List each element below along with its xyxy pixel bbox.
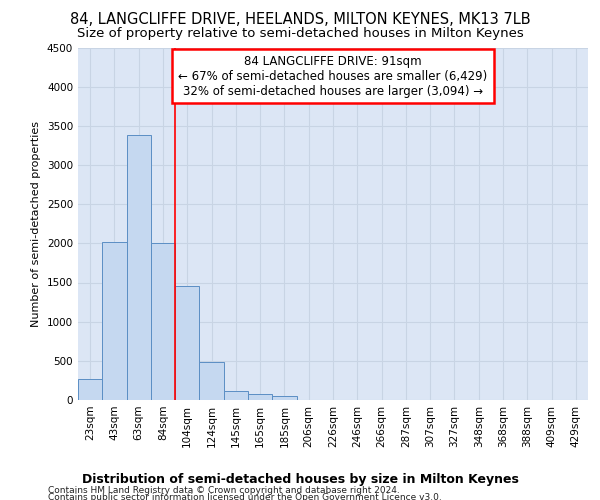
Bar xyxy=(78,379,102,400)
Text: Size of property relative to semi-detached houses in Milton Keynes: Size of property relative to semi-detach… xyxy=(77,28,523,40)
Bar xyxy=(102,242,127,400)
Bar xyxy=(127,135,151,400)
Text: Contains HM Land Registry data © Crown copyright and database right 2024.: Contains HM Land Registry data © Crown c… xyxy=(48,486,400,495)
Bar xyxy=(272,396,296,400)
Y-axis label: Number of semi-detached properties: Number of semi-detached properties xyxy=(31,120,41,327)
Bar xyxy=(151,242,175,400)
Text: 84, LANGCLIFFE DRIVE, HEELANDS, MILTON KEYNES, MK13 7LB: 84, LANGCLIFFE DRIVE, HEELANDS, MILTON K… xyxy=(70,12,530,28)
Text: 84 LANGCLIFFE DRIVE: 91sqm
← 67% of semi-detached houses are smaller (6,429)
32%: 84 LANGCLIFFE DRIVE: 91sqm ← 67% of semi… xyxy=(178,54,488,98)
Bar xyxy=(199,362,224,400)
Bar xyxy=(175,286,199,400)
Bar xyxy=(224,392,248,400)
Text: Contains public sector information licensed under the Open Government Licence v3: Contains public sector information licen… xyxy=(48,494,442,500)
Text: Distribution of semi-detached houses by size in Milton Keynes: Distribution of semi-detached houses by … xyxy=(82,472,518,486)
Bar xyxy=(248,394,272,400)
